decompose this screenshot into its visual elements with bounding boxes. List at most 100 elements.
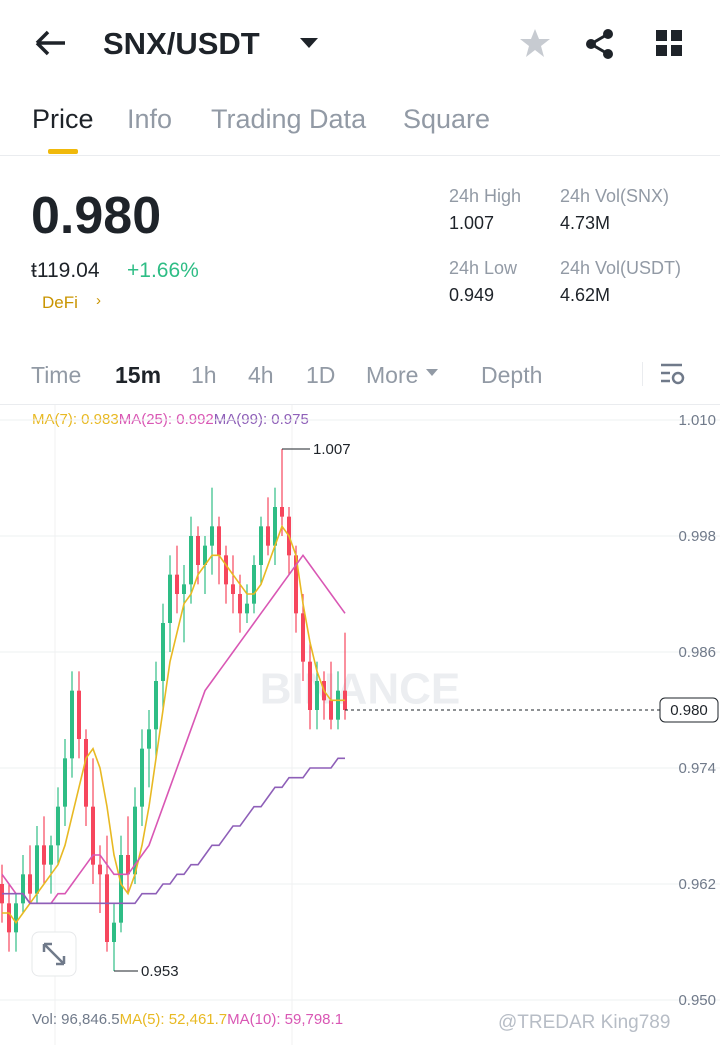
pair-dropdown[interactable] [299, 37, 319, 49]
ma-line [2, 524, 345, 925]
candle-body [175, 574, 179, 594]
candle-body [70, 690, 74, 759]
y-tick-label: 1.010 [678, 412, 716, 429]
divider [0, 155, 720, 156]
favorite-icon[interactable] [519, 27, 551, 59]
interval[interactable]: 1h [191, 362, 217, 388]
y-tick-label: 0.998 [678, 528, 716, 545]
stat-label: 24h Vol(USDT) [560, 258, 682, 278]
share-icon[interactable] [584, 28, 616, 60]
candle-body [154, 681, 158, 730]
more-dropdown[interactable] [425, 368, 439, 377]
candle-body [119, 855, 123, 923]
volume-legend-item: MA(5): 52,461.7 [119, 1011, 228, 1028]
grid-menu-icon[interactable] [656, 30, 684, 58]
stat-label: 24h Low [449, 258, 518, 278]
candle-body [245, 603, 249, 614]
interval[interactable]: More [366, 362, 419, 388]
candle-body [336, 690, 340, 720]
interval[interactable]: Time [31, 362, 82, 388]
interval[interactable]: Depth [481, 362, 543, 388]
separator [642, 362, 643, 386]
candle-body [259, 526, 263, 565]
candle-body [315, 681, 319, 710]
tab[interactable]: Price [32, 104, 94, 134]
credit: @TREDAR King789 [498, 1012, 671, 1033]
candle-body [280, 507, 284, 517]
candle-body [168, 574, 172, 623]
tab[interactable]: Square [403, 104, 491, 134]
candle-body [14, 903, 18, 933]
candle-body [28, 874, 32, 894]
candle-body [63, 758, 67, 807]
candle-body [231, 584, 235, 594]
candle-body [98, 864, 102, 875]
y-tick-label: 0.986 [678, 644, 716, 661]
candle-body [238, 594, 242, 614]
candle-body [140, 748, 144, 807]
sector-chevron: › [96, 292, 101, 309]
ma-line [2, 757, 345, 905]
volume-legend: Vol: 96,846.5MA(5): 52,461.7MA(10): 59,7… [32, 1011, 343, 1028]
candle-body [91, 806, 95, 865]
volume-legend-item: Vol: 96,846.5 [32, 1011, 120, 1028]
candle-body [308, 661, 312, 710]
settings-icon[interactable] [660, 362, 686, 386]
tab[interactable]: Trading Data [211, 104, 367, 134]
interval[interactable]: 4h [248, 362, 274, 388]
candle-body [35, 845, 39, 894]
y-tick-label: 0.974 [678, 760, 716, 777]
candle-body [105, 874, 109, 942]
candle-body [56, 806, 60, 846]
chart: BINANCE 1.010 0.998 0.986 0.974 0.962 0.950 1.… [0, 405, 720, 1045]
fullscreen-button[interactable] [31, 931, 77, 977]
sector-tag[interactable]: DeFi [42, 293, 78, 312]
candle-body [196, 536, 200, 565]
candle-body [224, 555, 228, 585]
candle-body [133, 806, 137, 875]
last-price: 0.980 [31, 187, 162, 245]
candle-body [49, 845, 53, 865]
last-price-tag [659, 697, 719, 723]
candle-body [161, 623, 165, 681]
interval[interactable]: 1D [306, 362, 336, 388]
stat-label: 24h High [449, 186, 522, 206]
divider [0, 404, 720, 405]
stat-value: 4.73M [560, 213, 611, 233]
pair-title[interactable]: SNX/USDT [103, 26, 260, 61]
tab-indicator [48, 149, 78, 154]
candle-body [252, 565, 256, 604]
high-label: 1.007 [313, 441, 351, 458]
candle-body [77, 690, 81, 739]
candle-body [42, 845, 46, 865]
interval[interactable]: 15m [115, 362, 162, 388]
price-change: +1.66% [127, 259, 199, 282]
candle-body [147, 729, 151, 749]
stat-label: 24h Vol(SNX) [560, 186, 670, 206]
candle-body [189, 536, 193, 585]
stat-value: 1.007 [449, 213, 495, 233]
candle-body [84, 739, 88, 807]
volume-legend-item: MA(10): 59,798.1 [227, 1011, 344, 1028]
candle-body [182, 584, 186, 594]
stat-value: 4.62M [560, 285, 611, 305]
tab[interactable]: Info [127, 104, 173, 134]
candle-body [329, 700, 333, 720]
candle-body [266, 526, 270, 546]
candle-body [126, 855, 130, 875]
candle-body [21, 874, 25, 904]
candle-body [7, 903, 11, 933]
candle-body [203, 545, 207, 565]
candle-body [294, 555, 298, 614]
candle-body [112, 922, 116, 942]
candle-body [301, 613, 305, 662]
low-label: 0.953 [141, 963, 179, 980]
ma-line [1, 553, 346, 905]
candle-body [210, 526, 214, 546]
y-tick-label: 0.950 [678, 992, 716, 1009]
y-tick-label: 0.962 [678, 876, 716, 893]
watermark: BINANCE [260, 665, 460, 714]
candle-body [273, 507, 277, 546]
back-arrow[interactable] [34, 30, 68, 56]
